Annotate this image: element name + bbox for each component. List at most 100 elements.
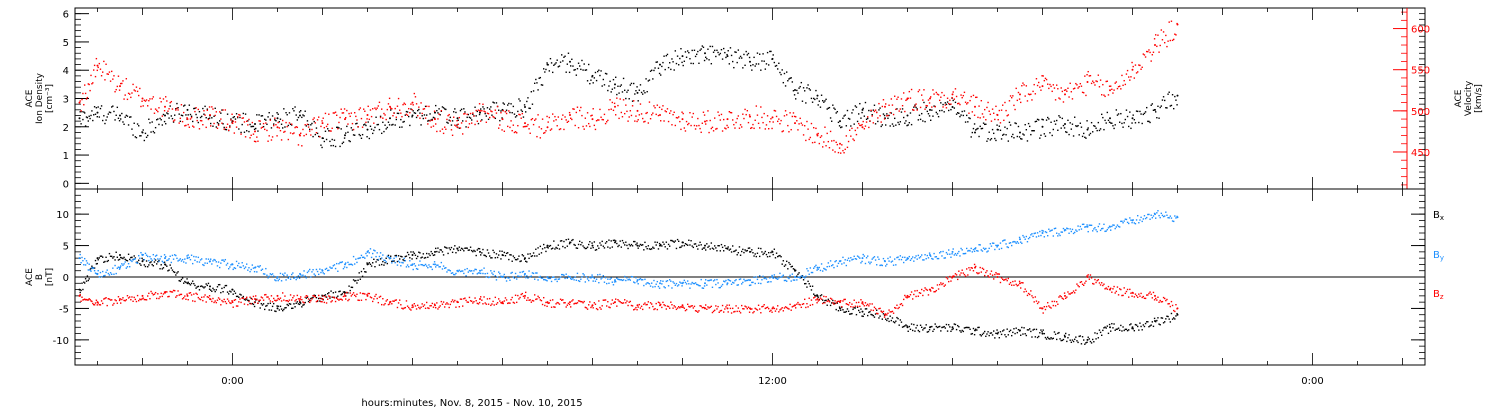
data-point-fill (620, 98, 621, 99)
data-point-fill (1038, 336, 1039, 337)
data-point-fill (867, 315, 868, 316)
data-point-fill (981, 335, 982, 336)
data-point-fill (678, 284, 679, 285)
data-point-fill (382, 298, 383, 299)
data-point (839, 307, 841, 309)
data-point-fill (209, 106, 210, 107)
data-point-fill (163, 267, 164, 268)
data-point-fill (90, 271, 91, 272)
data-point-fill (473, 301, 474, 302)
data-point-fill (765, 128, 766, 129)
data-point-fill (920, 107, 921, 108)
data-point-fill (203, 110, 204, 111)
data-point-fill (213, 302, 214, 303)
data-point-fill (869, 120, 870, 121)
data-point-fill (506, 299, 507, 300)
data-point-fill (482, 104, 483, 105)
data-point-fill (1153, 52, 1154, 53)
data-point-fill (640, 84, 641, 85)
data-point-fill (977, 250, 978, 251)
data-point-fill (1128, 126, 1129, 127)
data-point-fill (182, 115, 183, 116)
data-point-fill (508, 259, 509, 260)
data-point-fill (715, 284, 716, 285)
data-point-fill (364, 258, 365, 259)
data-point-fill (731, 112, 732, 113)
data-point (569, 114, 571, 116)
data-point-fill (575, 125, 576, 126)
data-point-fill (416, 103, 417, 104)
data-point-fill (874, 105, 875, 106)
data-point-fill (993, 133, 994, 134)
data-point-fill (526, 261, 527, 262)
data-point-fill (100, 304, 101, 305)
data-point-fill (262, 304, 263, 305)
data-point-fill (117, 86, 118, 87)
data-point-fill (676, 63, 677, 64)
data-point-fill (670, 301, 671, 302)
data-point-fill (264, 309, 265, 310)
data-point-fill (218, 261, 219, 262)
data-point (727, 282, 729, 284)
data-point-fill (397, 264, 398, 265)
data-point (794, 276, 796, 278)
data-point-fill (494, 102, 495, 103)
data-point-fill (224, 127, 225, 128)
data-point-fill (453, 248, 454, 249)
data-point-fill (348, 113, 349, 114)
data-point-fill (235, 293, 236, 294)
data-point-fill (926, 324, 927, 325)
data-point-fill (913, 260, 914, 261)
data-point-fill (451, 247, 452, 248)
data-point-fill (525, 292, 526, 293)
left-axis-label-line: Ion Density (35, 72, 45, 124)
data-point-fill (157, 293, 158, 294)
data-point-fill (445, 267, 446, 268)
data-point (299, 114, 301, 116)
data-point-fill (913, 324, 914, 325)
data-point-fill (1030, 134, 1031, 135)
data-point-fill (1017, 100, 1018, 101)
data-point-fill (552, 113, 553, 114)
data-point-fill (117, 257, 118, 258)
data-point-fill (681, 245, 682, 246)
data-point-fill (555, 278, 556, 279)
data-point-fill (584, 63, 585, 64)
data-point-fill (611, 303, 612, 304)
data-point-fill (487, 249, 488, 250)
data-point-fill (95, 114, 96, 115)
data-point-fill (114, 259, 115, 260)
data-point-fill (101, 75, 102, 76)
data-point-fill (1018, 126, 1019, 127)
data-point-fill (611, 277, 612, 278)
data-point-fill (442, 128, 443, 129)
data-point-fill (427, 123, 428, 124)
data-point-fill (540, 246, 541, 247)
data-point-fill (956, 113, 957, 114)
data-point-fill (137, 123, 138, 124)
data-point-fill (572, 299, 573, 300)
data-point-fill (234, 116, 235, 117)
data-point-fill (303, 304, 304, 305)
data-point (367, 129, 369, 131)
data-point-fill (677, 55, 678, 56)
data-point-fill (386, 300, 387, 301)
data-point-fill (201, 297, 202, 298)
data-point-fill (258, 266, 259, 267)
data-point-fill (782, 263, 783, 264)
data-point-fill (206, 117, 207, 118)
data-point-fill (482, 249, 483, 250)
data-point-fill (539, 297, 540, 298)
data-point-fill (256, 271, 257, 272)
data-point-fill (500, 112, 501, 113)
data-point-fill (1053, 235, 1054, 236)
data-point-fill (769, 277, 770, 278)
data-point-fill (269, 309, 270, 310)
data-point-fill (711, 279, 712, 280)
data-point-fill (579, 110, 580, 111)
data-point-fill (747, 250, 748, 251)
data-point-fill (705, 279, 706, 280)
data-point-fill (550, 300, 551, 301)
data-point-fill (608, 239, 609, 240)
